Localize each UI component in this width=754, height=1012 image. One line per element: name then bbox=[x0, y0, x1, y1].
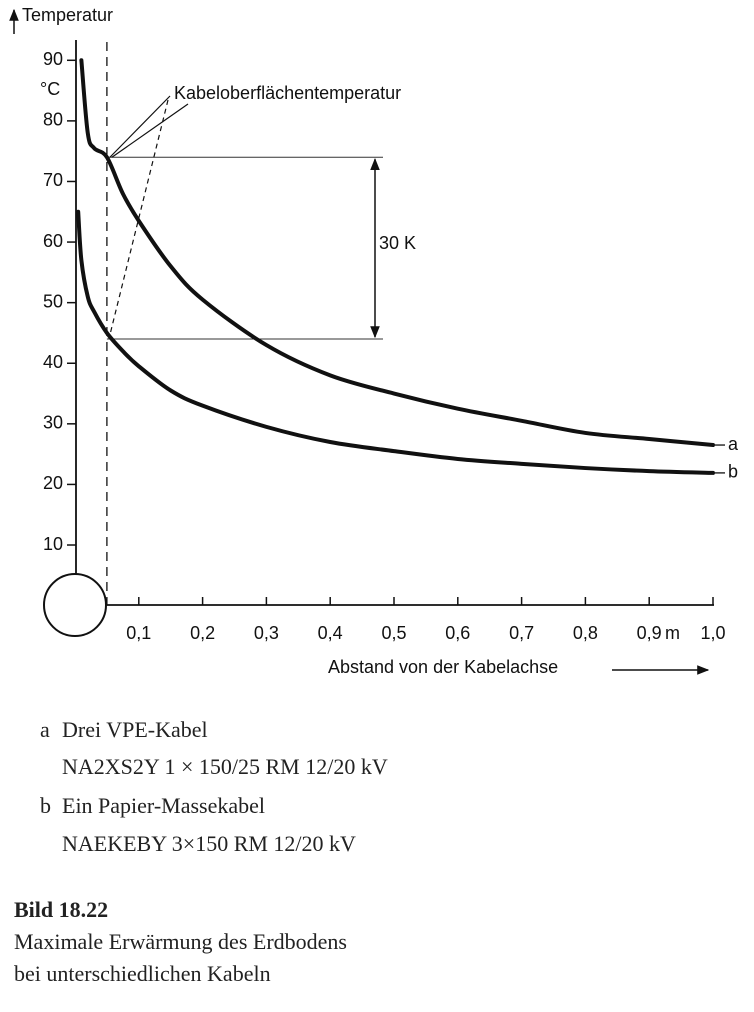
y-tick-label: 40 bbox=[43, 352, 63, 372]
x-tick-label: 0,7 bbox=[509, 623, 534, 643]
legend-text: NAEKEBY 3×150 RM 12/20 kV bbox=[62, 831, 356, 856]
x-unit: m bbox=[665, 623, 680, 643]
y-tick-label: 50 bbox=[43, 291, 63, 311]
y-tick-label: 70 bbox=[43, 170, 63, 190]
x-tick-label: 0,6 bbox=[445, 623, 470, 643]
y-tick-label: 10 bbox=[43, 534, 63, 554]
cable bbox=[43, 573, 107, 637]
x-tick-label: 0,1 bbox=[126, 623, 151, 643]
x-tick-label: 0,5 bbox=[381, 623, 406, 643]
x-tick-label: 1,0 bbox=[700, 623, 725, 643]
x-tick-label: 0,2 bbox=[190, 623, 215, 643]
series-label: a bbox=[728, 434, 739, 454]
x-tick-label: 0,4 bbox=[318, 623, 343, 643]
y-axis-label: Temperatur bbox=[22, 5, 113, 25]
x-axis-label: Abstand von der Kabelachse bbox=[328, 657, 558, 677]
x-tick-label: 0,9 bbox=[637, 623, 662, 643]
x-tick-label: 0,8 bbox=[573, 623, 598, 643]
y-tick-label: 30 bbox=[43, 413, 63, 433]
y-tick-label: 60 bbox=[43, 231, 63, 251]
y-tick-label: 90 bbox=[43, 49, 63, 69]
legend-text: NA2XS2Y 1 × 150/25 RM 12/20 kV bbox=[62, 754, 388, 779]
legend-key: a bbox=[40, 717, 50, 742]
leader-line bbox=[109, 95, 171, 158]
legend-text: Ein Papier-Massekabel bbox=[62, 793, 265, 818]
leader-line bbox=[111, 103, 189, 158]
legend-key: b bbox=[40, 793, 51, 818]
caption-text: Maximale Erwärmung des Erdbodens bbox=[14, 929, 347, 954]
caption-label: Bild 18.22 bbox=[14, 897, 108, 922]
series-line bbox=[79, 58, 715, 448]
series-label: b bbox=[728, 462, 738, 482]
x-tick-label: 0,3 bbox=[254, 623, 279, 643]
caption-text: bei unterschiedlichen Kabeln bbox=[14, 961, 271, 986]
legend-text: Drei VPE-Kabel bbox=[62, 717, 208, 742]
y-tick-label: 20 bbox=[43, 473, 63, 493]
y-unit: °C bbox=[40, 79, 60, 99]
surface-label: Kabeloberflächentemperatur bbox=[174, 83, 401, 103]
y-tick-label: 80 bbox=[43, 110, 63, 130]
difference-label: 30 K bbox=[379, 233, 416, 253]
series-line bbox=[76, 209, 715, 475]
